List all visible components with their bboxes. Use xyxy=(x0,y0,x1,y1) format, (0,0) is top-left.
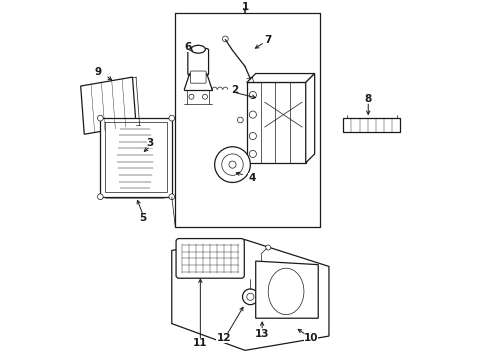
Text: 3: 3 xyxy=(147,138,154,148)
FancyBboxPatch shape xyxy=(190,71,206,83)
Circle shape xyxy=(222,154,243,175)
Text: 12: 12 xyxy=(216,333,231,343)
Text: 9: 9 xyxy=(95,67,102,77)
Polygon shape xyxy=(247,82,306,163)
Circle shape xyxy=(266,245,270,250)
Circle shape xyxy=(98,115,103,121)
Circle shape xyxy=(243,289,258,305)
Text: 7: 7 xyxy=(265,35,272,45)
Circle shape xyxy=(249,111,256,118)
Circle shape xyxy=(249,132,256,140)
Polygon shape xyxy=(81,77,136,134)
Circle shape xyxy=(249,91,256,99)
FancyBboxPatch shape xyxy=(188,49,209,75)
FancyBboxPatch shape xyxy=(101,119,169,198)
Text: 13: 13 xyxy=(255,329,270,339)
Polygon shape xyxy=(256,261,318,318)
Text: 11: 11 xyxy=(193,338,208,348)
Text: 10: 10 xyxy=(304,333,318,343)
Circle shape xyxy=(249,150,256,157)
Polygon shape xyxy=(247,73,315,82)
Polygon shape xyxy=(306,73,315,163)
Text: 4: 4 xyxy=(248,173,256,183)
Text: 5: 5 xyxy=(140,213,147,223)
Circle shape xyxy=(202,94,207,99)
Circle shape xyxy=(229,161,236,168)
Circle shape xyxy=(169,115,174,121)
Circle shape xyxy=(169,194,174,200)
Circle shape xyxy=(215,147,250,183)
Ellipse shape xyxy=(268,268,304,315)
FancyBboxPatch shape xyxy=(176,239,245,278)
Text: 8: 8 xyxy=(365,94,372,104)
Polygon shape xyxy=(172,240,329,350)
Circle shape xyxy=(247,293,254,300)
Circle shape xyxy=(189,94,194,99)
Circle shape xyxy=(98,194,103,200)
Circle shape xyxy=(222,36,228,42)
Text: 1: 1 xyxy=(242,2,248,12)
Circle shape xyxy=(238,117,243,123)
Polygon shape xyxy=(343,118,400,132)
Polygon shape xyxy=(100,118,172,197)
Text: 6: 6 xyxy=(184,42,192,52)
Ellipse shape xyxy=(191,45,205,53)
Text: 2: 2 xyxy=(231,85,238,95)
